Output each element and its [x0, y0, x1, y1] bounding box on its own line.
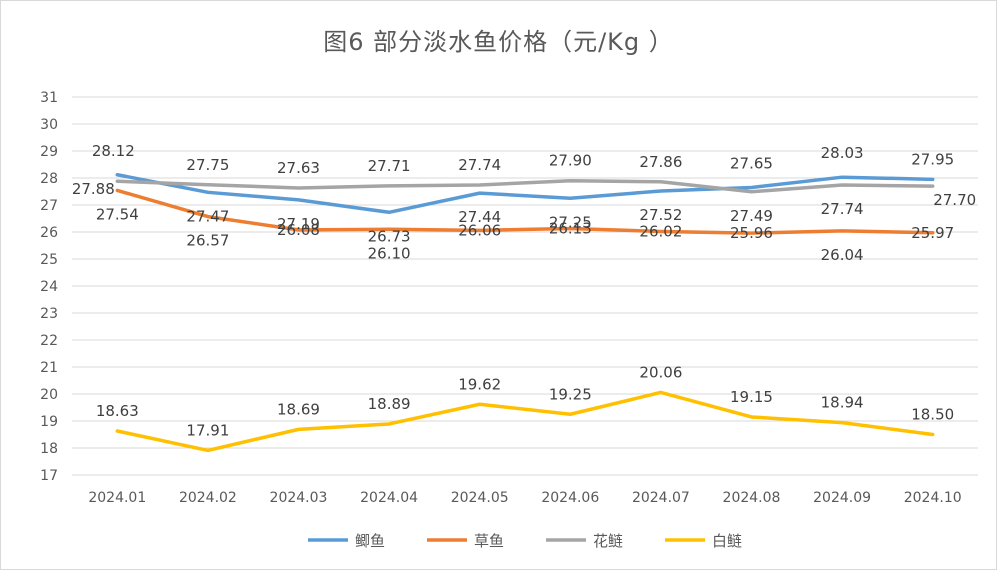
y-tick-label: 24	[40, 279, 58, 295]
data-label: 27.25	[549, 213, 592, 231]
y-tick-label: 20	[40, 387, 58, 403]
data-label: 27.49	[730, 207, 773, 225]
data-label: 17.91	[186, 421, 229, 439]
data-label: 18.69	[277, 400, 320, 418]
y-tick-label: 23	[40, 306, 58, 322]
x-tick-label: 2024.04	[360, 490, 418, 506]
series-line	[115, 188, 935, 235]
y-tick-label: 29	[40, 144, 58, 160]
x-tick-label: 2024.03	[270, 490, 328, 506]
x-tick-label: 2024.08	[723, 490, 781, 506]
series-line	[115, 178, 935, 194]
y-tick-label: 18	[40, 441, 58, 457]
x-tick-label: 2024.06	[541, 490, 599, 506]
y-tick-label: 26	[40, 225, 58, 241]
data-label: 27.54	[96, 205, 139, 223]
x-tick-label: 2024.07	[632, 490, 690, 506]
data-label: 19.15	[730, 388, 773, 406]
data-label: 26.04	[821, 246, 864, 264]
data-label: 27.90	[549, 152, 592, 170]
series-line	[115, 390, 935, 453]
data-labels: 28.12 27.47 27.19 26.73 27.44 27.25 27.52 27.65…	[72, 142, 976, 440]
chart-title: 图6 部分淡水鱼价格（元/Kg ）	[323, 28, 674, 56]
y-tick-label: 30	[40, 117, 58, 133]
x-tick-label: 2024.01	[88, 490, 146, 506]
data-label: 27.74	[821, 200, 864, 218]
x-tick-label: 2024.05	[451, 490, 509, 506]
series-lines	[115, 173, 935, 453]
data-label: 28.03	[821, 144, 864, 162]
data-label: 25.97	[911, 224, 954, 242]
data-label: 27.47	[186, 207, 229, 225]
data-label: 26.13	[549, 219, 592, 237]
data-label: 27.70	[933, 191, 976, 209]
y-tick-label: 31	[40, 90, 58, 106]
data-label: 19.25	[549, 385, 592, 403]
y-tick-label: 17	[40, 468, 58, 484]
data-label: 26.73	[368, 227, 411, 245]
data-label: 27.44	[458, 208, 501, 226]
data-label: 27.86	[639, 153, 682, 171]
data-label: 27.75	[186, 156, 229, 174]
x-tick-label: 2024.09	[813, 490, 871, 506]
data-label: 26.08	[277, 221, 320, 239]
data-label: 26.06	[458, 221, 501, 239]
data-label: 18.89	[368, 395, 411, 413]
y-tick-label: 19	[40, 414, 58, 430]
x-axis: 2024.01 2024.02 2024.03 2024.04 2024.05 2024.…	[88, 490, 961, 506]
legend-label: 鲫鱼	[355, 532, 385, 550]
y-tick-label: 28	[40, 171, 58, 187]
legend-label: 白鲢	[712, 532, 742, 550]
data-label: 27.19	[277, 215, 320, 233]
legend-label: 草鱼	[474, 532, 504, 550]
y-tick-label: 27	[40, 198, 58, 214]
data-label: 18.50	[911, 406, 954, 424]
data-label: 27.95	[911, 150, 954, 168]
data-label: 26.02	[639, 222, 682, 240]
y-tick-label: 21	[40, 360, 58, 376]
data-label: 27.52	[639, 206, 682, 224]
series-line	[115, 173, 935, 215]
data-label: 19.62	[458, 375, 501, 393]
y-tick-label: 22	[40, 333, 58, 349]
data-label: 26.10	[368, 244, 411, 262]
data-label: 27.88	[72, 180, 115, 198]
data-label: 18.63	[96, 402, 139, 420]
y-axis: 17 18 19 20 21 22 23 24 25 26 27 28 29 30 31	[40, 90, 58, 484]
data-label: 27.71	[368, 157, 411, 175]
data-label: 28.12	[92, 142, 135, 160]
x-tick-label: 2024.10	[904, 490, 962, 506]
data-label: 27.65	[730, 154, 773, 172]
x-tick-label: 2024.02	[179, 490, 237, 506]
data-label: 26.57	[186, 232, 229, 250]
y-tick-label: 25	[40, 252, 58, 268]
data-label: 27.74	[458, 156, 501, 174]
data-label: 20.06	[639, 363, 682, 381]
legend-label: 花鲢	[593, 532, 623, 550]
data-label: 27.63	[277, 159, 320, 177]
data-label: 25.96	[730, 224, 773, 242]
data-label: 18.94	[821, 394, 864, 412]
legend: 鲫鱼 草鱼 花鲢 白鲢	[308, 532, 742, 550]
